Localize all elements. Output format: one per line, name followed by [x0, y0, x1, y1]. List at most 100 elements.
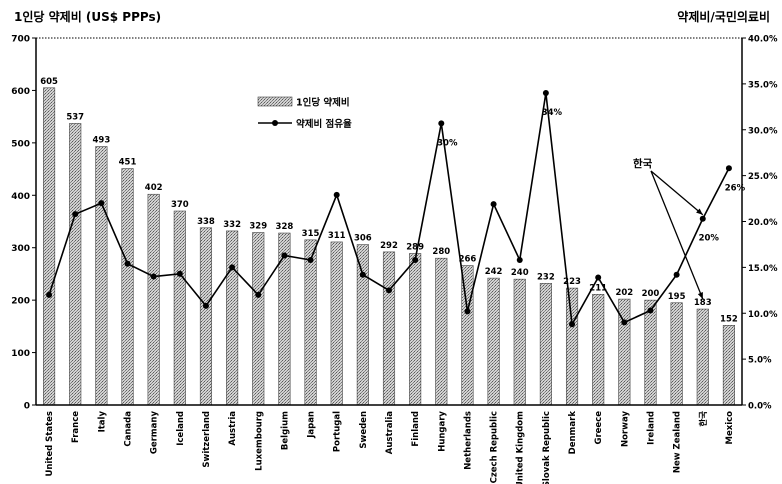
bar-label-4: 402 [145, 183, 163, 193]
x-tick-label-8: Luxembourg [254, 411, 264, 471]
line-point-12 [359, 271, 366, 278]
right-tick-label-1: 5.0% [748, 356, 772, 366]
bar-label-16: 266 [459, 255, 477, 265]
x-tick-label-26: Mexico [725, 411, 735, 445]
left-tick-label-6: 600 [11, 87, 30, 97]
callout-arrowhead-0 [696, 208, 703, 215]
bar-15 [435, 257, 448, 406]
bar-label-20: 223 [563, 277, 581, 287]
x-tick-label-4: Germany [150, 411, 160, 455]
x-tick-label-15: Hungary [437, 411, 447, 452]
left-tick-label-4: 400 [11, 192, 30, 202]
bar-label-5: 370 [171, 200, 189, 210]
legend-bar-swatch [257, 96, 293, 107]
bar-label-8: 329 [249, 222, 267, 232]
bar-label-21: 211 [589, 283, 607, 293]
bar-17 [487, 277, 500, 406]
bar-14 [409, 253, 422, 406]
bar-label-24: 195 [668, 292, 686, 302]
bar-13 [382, 251, 396, 406]
bar-4 [147, 193, 160, 406]
legend-line-marker [272, 120, 278, 126]
bar-label-2: 493 [92, 136, 110, 146]
x-tick-label-0: United States [45, 411, 55, 477]
bar-21 [592, 294, 605, 406]
line-annotations: 30% 34% 20% 26% [437, 108, 745, 244]
x-tick-label-1: France [71, 411, 81, 443]
bar-label-22: 202 [615, 288, 633, 298]
x-tick-label-9: Belgium [280, 411, 290, 450]
bar-label-3: 451 [119, 158, 137, 168]
line-point-10 [307, 257, 314, 264]
x-tick-label-16: Netherlands [463, 411, 473, 470]
x-tick-label-6: Switzerland [202, 411, 212, 468]
x-tick-label-3: Canada [124, 411, 134, 447]
line-point-17 [490, 201, 497, 208]
line-point-2 [98, 200, 105, 207]
x-tick-label-24: New Zealand [673, 411, 683, 473]
left-tick-label-5: 500 [11, 139, 30, 149]
x-tick-label-13: Australia [385, 411, 395, 455]
x-tick-label-12: Sweden [359, 411, 369, 449]
line-point-7 [229, 264, 236, 271]
callout-arrow-1 [650, 170, 704, 300]
bar-label-1: 537 [66, 112, 84, 122]
line-point-26 [725, 165, 732, 172]
bar-23 [644, 299, 657, 406]
right-tick-label-8: 40.0% [748, 35, 778, 45]
right-tick-label-4: 20.0% [748, 218, 778, 228]
bar-26 [722, 325, 735, 406]
left-tick-label-2: 200 [11, 297, 30, 307]
x-tick-label-2: Italy [97, 411, 107, 433]
x-tick-label-14: Finland [411, 411, 421, 447]
bar-series [43, 87, 735, 406]
line-point-19 [542, 90, 549, 97]
bar-value-labels: 605 537 493 451 402 370 338 332 329 328 315 311 306 2… [40, 77, 738, 325]
line-point-8 [255, 291, 262, 298]
bar-19 [539, 283, 552, 406]
bar-11 [330, 241, 343, 406]
callout-arrowhead-1 [697, 292, 703, 300]
bar-label-9: 328 [276, 222, 294, 232]
callout: 한국 [633, 157, 704, 300]
left-axis-title: 1인당 약제비 (US$ PPPs) [14, 10, 162, 24]
right-tick-label-6: 30.0% [748, 126, 778, 136]
bar-label-0: 605 [40, 77, 58, 87]
bar-18 [513, 278, 526, 406]
bar-label-11: 311 [328, 231, 346, 241]
bar-7 [226, 230, 239, 406]
line-point-20 [569, 321, 576, 328]
axes: 0 100 200 300 400 500 600 700 0.0% 5.0% 10.0% 15.0%… [11, 35, 778, 412]
bar-label-19: 232 [537, 272, 555, 282]
x-tick-label-11: Portugal [333, 411, 343, 452]
x-tick-label-7: Austria [228, 411, 238, 446]
bar-label-26: 152 [720, 314, 738, 324]
x-tick-label-21: Greece [594, 411, 604, 445]
bar-label-23: 200 [642, 289, 660, 299]
x-tick-label-23: Ireland [646, 411, 656, 445]
bar-label-10: 315 [302, 229, 320, 239]
line-point-16 [464, 308, 471, 315]
callout-arrow-0 [650, 170, 704, 216]
line-point-9 [281, 252, 288, 259]
bar-label-12: 306 [354, 234, 372, 244]
bar-label-25: 183 [694, 298, 712, 308]
left-tick-label-3: 300 [11, 244, 30, 254]
bar-2 [95, 146, 108, 406]
bar-0 [43, 87, 56, 406]
line-annotation-2: 20% [699, 234, 720, 244]
bar-label-18: 240 [511, 268, 529, 278]
line-annotation-3: 26% [725, 183, 746, 193]
bar-1 [69, 123, 82, 406]
callout-label: 한국 [633, 157, 653, 170]
legend-bar-label: 1인당 약제비 [296, 97, 350, 109]
bar-label-7: 332 [223, 220, 241, 230]
line-point-15 [438, 120, 445, 127]
line-point-0 [46, 291, 53, 298]
line-point-13 [386, 287, 392, 294]
right-axis-title: 약제비/국민의료비 [677, 10, 770, 24]
bar-24 [670, 302, 683, 406]
x-tick-label-5: Iceland [176, 411, 186, 446]
